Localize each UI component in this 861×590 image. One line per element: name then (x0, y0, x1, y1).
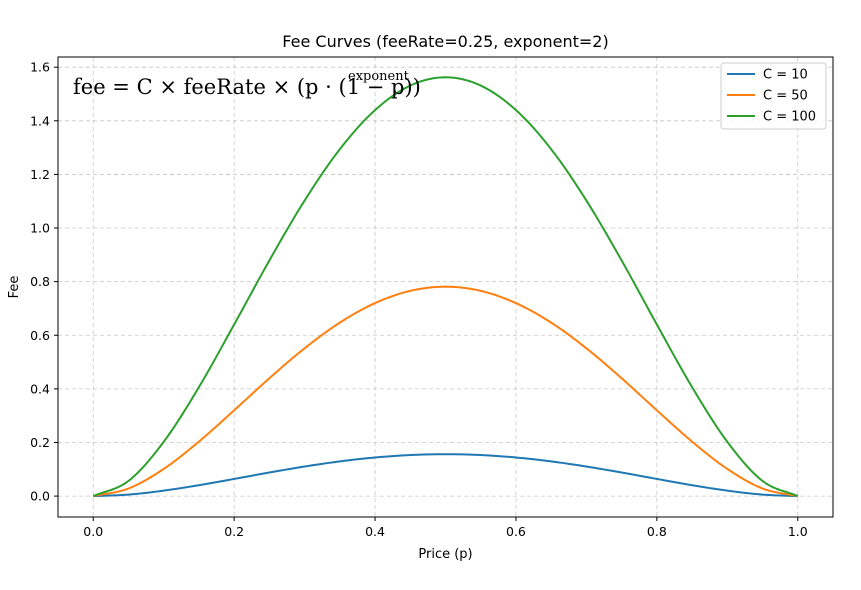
x-tick-label: 0.6 (506, 524, 526, 539)
formula-text: fee = C × feeRate × (p · (1 − p)) (73, 75, 421, 99)
y-axis-label: Fee (7, 276, 22, 299)
y-tick-label: 0.8 (30, 274, 50, 289)
grid (58, 57, 833, 517)
legend-label: C = 100 (763, 110, 816, 125)
x-tick-label: 0.0 (83, 524, 103, 539)
formula-exponent: exponent (348, 69, 410, 84)
y-tick-label: 1.0 (30, 221, 50, 236)
x-tick-label: 1.0 (788, 524, 808, 539)
legend: C = 10 C = 50 C = 100 (720, 62, 827, 130)
legend-label: C = 10 (763, 68, 808, 83)
series-line (93, 453, 798, 498)
y-tick-label: 0.0 (30, 489, 50, 504)
plot-lines (92, 76, 799, 498)
y-axis-ticks: 0.0 0.2 0.4 0.6 0.8 1.0 1.2 1.4 1.6 (30, 60, 58, 504)
x-tick-label: 0.2 (224, 524, 244, 539)
y-tick-label: 1.6 (30, 60, 50, 75)
plot-frame (57, 56, 834, 518)
x-axis-ticks: 0.0 0.2 0.4 0.6 0.8 1.0 (83, 517, 808, 539)
y-tick-label: 0.6 (30, 328, 50, 343)
x-axis-label: Price (p) (418, 547, 472, 562)
series-line (92, 76, 799, 498)
x-tick-label: 0.4 (365, 524, 385, 539)
series-line (93, 285, 798, 498)
y-tick-label: 1.4 (30, 113, 50, 128)
x-tick-label: 0.8 (647, 524, 667, 539)
y-tick-label: 0.2 (30, 435, 50, 450)
formula-annotation: fee = C × feeRate × (p · (1 − p)) expone… (73, 69, 421, 99)
y-tick-label: 0.4 (30, 381, 50, 396)
y-tick-label: 1.2 (30, 167, 50, 182)
legend-label: C = 50 (763, 89, 808, 104)
chart-title: Fee Curves (feeRate=0.25, exponent=2) (282, 32, 608, 51)
legend-box (720, 62, 827, 130)
